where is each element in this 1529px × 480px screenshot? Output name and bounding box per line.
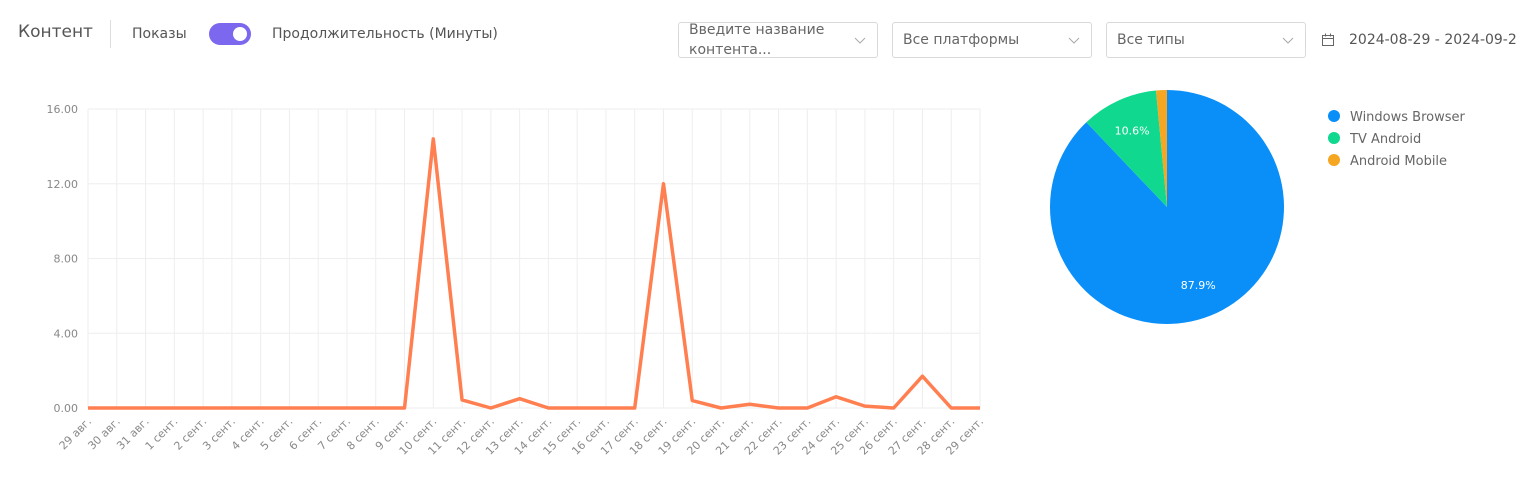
line	[88, 137, 980, 410]
legend-marker	[1328, 132, 1340, 144]
platform-select[interactable]: Все платформы	[892, 22, 1092, 58]
y-tick-label: 12.00	[47, 178, 79, 191]
select-value: Все платформы	[903, 32, 1020, 48]
legend-label: Windows Browser	[1350, 110, 1465, 125]
placeholder: Введите название контента...	[689, 22, 825, 58]
y-tick-label: 16.00	[47, 103, 79, 116]
slice-label: 10.6%	[1115, 124, 1150, 137]
legend-label: TV Android	[1349, 132, 1421, 147]
pie-slice	[1050, 90, 1285, 325]
select-value: Все типы	[1117, 32, 1185, 48]
toggle-label: Продолжительность (Минуты)	[272, 26, 498, 42]
search-input[interactable]: Введите название контента...	[678, 22, 878, 58]
slice-label: 87.9%	[1181, 279, 1216, 292]
legend-marker	[1328, 110, 1340, 122]
legend-label: Android Mobile	[1350, 154, 1447, 169]
y-tick-label: 4.00	[54, 327, 79, 340]
calendar-icon	[1322, 33, 1334, 46]
pie-slice	[1086, 90, 1167, 207]
title: Контент	[18, 22, 93, 42]
toggle[interactable]	[209, 23, 251, 45]
y-tick-label: 8.00	[54, 253, 79, 266]
date-range[interactable]: 2024-08-29 - 2024-09-2	[1349, 32, 1517, 48]
pie-slice	[1155, 90, 1167, 207]
legend-marker	[1328, 154, 1340, 166]
type-select[interactable]: Все типы	[1106, 22, 1306, 58]
y-tick-label: 0.00	[54, 402, 79, 415]
toggle-label: Показы	[132, 26, 187, 42]
divider	[110, 20, 111, 48]
